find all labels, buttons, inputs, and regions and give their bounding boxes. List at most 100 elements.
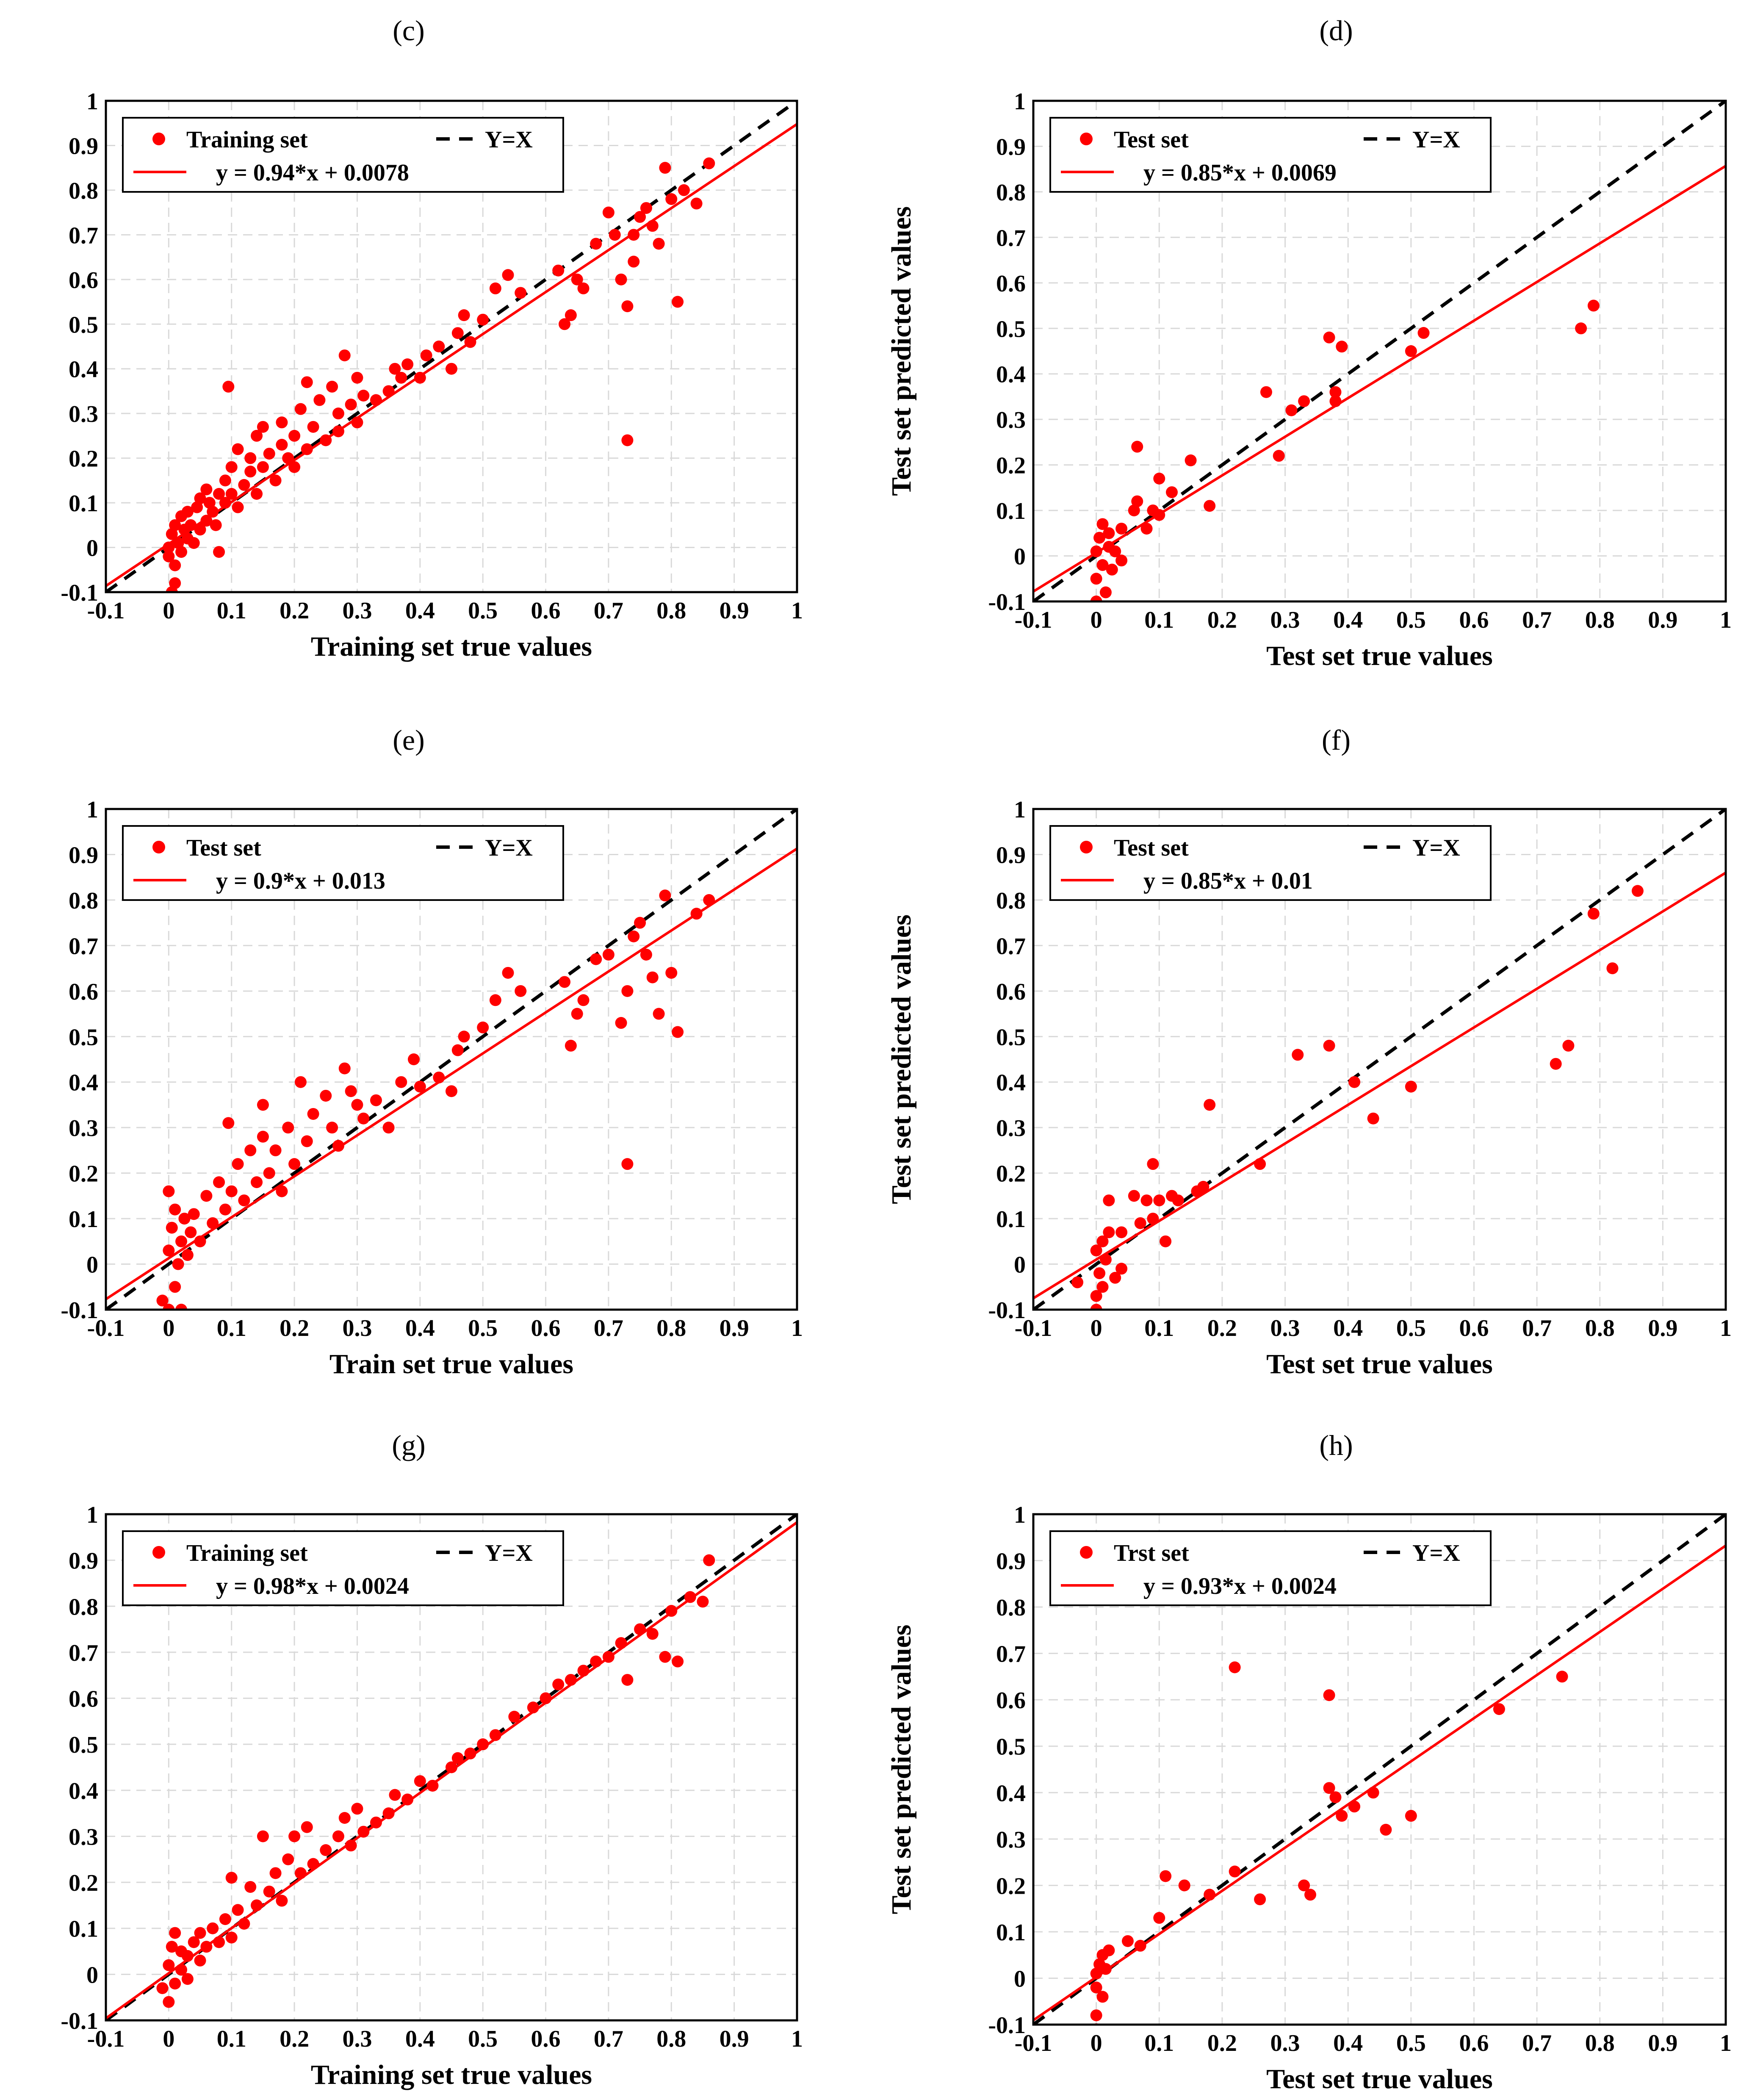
- chart-panel-d: (d) -0.1 0 0.1 0.2 0.3 0.4 0.5 0.6 0.7 0.8 0.9 1 -0.1…: [886, 14, 1732, 671]
- scatter-point: [1204, 500, 1216, 512]
- scatter-point: [156, 1982, 169, 1994]
- scatter-point: [640, 948, 652, 961]
- scatter-point: [1172, 1194, 1184, 1207]
- legend: Trst set Y=X y = 0.93*x + 0.0024: [1049, 1530, 1492, 1606]
- identity-line: [1033, 1514, 1726, 2025]
- x-tick-label: 0.5: [468, 1315, 498, 1341]
- y-tick-label: 0.7: [69, 933, 98, 959]
- y-tick-label: 0.9: [996, 134, 1026, 160]
- y-tick-label: 0.8: [996, 888, 1026, 914]
- panel-label: (d): [1319, 14, 1353, 47]
- scatter-point: [1115, 523, 1128, 535]
- legend: Test set Y=X y = 0.9*x + 0.013: [122, 825, 564, 901]
- y-tick-label: 0.2: [69, 446, 98, 472]
- scatter-point: [188, 1208, 200, 1220]
- scatter-point: [1140, 523, 1153, 535]
- x-tick-label: 0.7: [1522, 1315, 1552, 1341]
- scatter-point: [251, 1176, 263, 1189]
- scatter-point: [257, 421, 269, 433]
- scatter-point: [1090, 1304, 1102, 1310]
- y-tick-label: 0.3: [996, 407, 1026, 433]
- scatter-point: [163, 1959, 175, 1971]
- scatter-point: [156, 1294, 169, 1307]
- scatter-point: [351, 416, 363, 429]
- legend: Test set Y=X y = 0.85*x + 0.01: [1049, 825, 1492, 901]
- scatter-point: [477, 1738, 489, 1751]
- x-tick-label: 0.2: [280, 1315, 309, 1341]
- scatter-point: [1090, 1981, 1102, 1994]
- x-tick-label: 0.9: [1648, 607, 1677, 633]
- scatter-point: [185, 519, 197, 531]
- y-tick-label: 0.1: [69, 1206, 98, 1233]
- scatter-point: [1103, 527, 1115, 539]
- scatter-point: [166, 1941, 178, 1953]
- y-tick-label: 0.6: [69, 267, 98, 294]
- y-tick-label: 0.8: [69, 888, 98, 914]
- y-tick-label: 1: [1014, 89, 1026, 115]
- y-tick-label: 0: [86, 535, 98, 562]
- scatter-point: [1115, 1226, 1128, 1238]
- x-tick-label: 0.6: [531, 1315, 561, 1341]
- scatter-point: [244, 1144, 257, 1156]
- scatter-point: [382, 1122, 395, 1134]
- scatter-point: [175, 1235, 188, 1247]
- scatter-point: [602, 948, 614, 961]
- scatter-point: [1109, 545, 1121, 557]
- scatter-points: [1071, 885, 1644, 1310]
- legend-box: [122, 825, 564, 901]
- scatter-point: [169, 577, 181, 589]
- scatter-point: [590, 238, 602, 250]
- y-tick-label: 0.4: [69, 1778, 98, 1804]
- scatter-point: [188, 1936, 200, 1948]
- legend-identity-label: Y=X: [1412, 1540, 1460, 1566]
- x-tick-label: 0.1: [1144, 1315, 1174, 1341]
- scatter-point: [577, 1665, 590, 1677]
- scatter-point: [207, 506, 219, 518]
- scatter-point: [1260, 386, 1272, 398]
- scatter-point: [1417, 327, 1430, 339]
- legend-marker-icon: [1080, 1546, 1093, 1559]
- scatter-point: [163, 1304, 175, 1310]
- scatter-point: [1348, 1801, 1361, 1813]
- x-tick-label: -0.1: [1015, 1315, 1052, 1341]
- scatter-point: [684, 1591, 696, 1603]
- y-tick-label: 0.4: [996, 1070, 1026, 1096]
- scatter-point: [1185, 454, 1197, 466]
- y-tick-label: 0.4: [996, 362, 1026, 388]
- legend: Training set Y=X y = 0.98*x + 0.0024: [122, 1530, 564, 1606]
- scatter-point: [489, 1729, 501, 1741]
- scatter-point: [1178, 1879, 1190, 1892]
- scatter-point: [646, 220, 659, 232]
- y-tick-label: 0.7: [69, 222, 98, 249]
- scatter-point: [621, 300, 634, 313]
- panel-label: (g): [392, 1429, 425, 1461]
- scatter-point: [1134, 1217, 1146, 1229]
- y-tick-label: -0.1: [988, 1297, 1026, 1324]
- scatter-point: [571, 1008, 583, 1020]
- scatter-point: [628, 255, 640, 268]
- scatter-point: [1348, 1076, 1361, 1088]
- y-tick-label: 0: [86, 1962, 98, 1988]
- scatter-point: [1090, 2009, 1102, 2022]
- scatter-point: [401, 358, 414, 371]
- x-tick-label: 0.3: [342, 598, 372, 624]
- scatter-point: [395, 1076, 407, 1088]
- x-tick-label: 0: [1091, 607, 1102, 633]
- x-tick-label: 0.1: [217, 2026, 246, 2052]
- scatter-point: [1071, 1276, 1084, 1288]
- scatter-point: [1367, 1787, 1379, 1799]
- scatter-point: [1329, 1791, 1342, 1804]
- scatter-point: [1587, 908, 1600, 920]
- scatter-point: [697, 1596, 709, 1608]
- scatter-points: [156, 889, 715, 1310]
- y-axis-title: Test set predicted values: [886, 206, 917, 496]
- scatter-point: [207, 1217, 219, 1229]
- scatter-point: [194, 524, 206, 536]
- scatter-point: [357, 390, 370, 402]
- scatter-point: [653, 1008, 665, 1020]
- scatter-point: [1166, 486, 1178, 499]
- scatter-point: [1204, 1889, 1216, 1901]
- legend-fit-label: y = 0.98*x + 0.0024: [216, 1573, 409, 1599]
- scatter-point: [565, 1039, 577, 1052]
- scatter-point: [1131, 495, 1143, 507]
